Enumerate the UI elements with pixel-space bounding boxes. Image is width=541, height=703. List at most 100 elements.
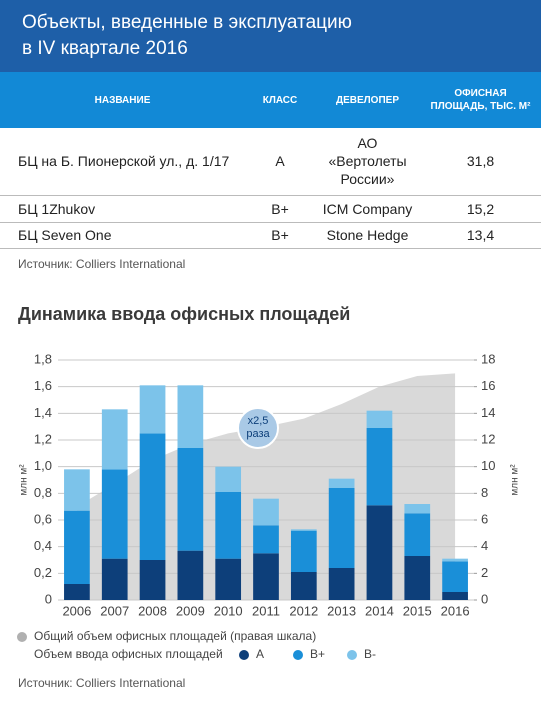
column-header: НАЗВАНИЕ <box>0 72 245 128</box>
bar-segment <box>442 592 468 600</box>
x-tick-label: 2012 <box>289 603 318 618</box>
x-tick-label: 2015 <box>403 603 432 618</box>
y-tick-label: 1,8 <box>34 351 52 366</box>
y-tick-label: 1,2 <box>34 431 52 446</box>
bar-segment <box>139 560 166 600</box>
legend-label: Общий объем офисных площадей (правая шка… <box>34 629 316 643</box>
y-tick-label: 0,4 <box>34 538 52 553</box>
bar-segment <box>328 478 355 488</box>
y-tick-label: 1,4 <box>34 405 52 420</box>
legend-title: Объем ввода офисных площадей <box>34 647 223 661</box>
y2-tick-label: 2 <box>481 565 488 580</box>
bar-segment <box>215 558 242 600</box>
bar-segment <box>442 561 468 592</box>
table-cell: B+ <box>245 222 315 249</box>
bar-segment <box>101 409 128 470</box>
table-row: БЦ Seven One B+ Stone Hedge 13,4 <box>0 222 541 249</box>
header-title: в IV квартале 2016 <box>22 38 188 59</box>
x-tick-label: 2014 <box>365 603 394 618</box>
table-row: БЦ 1Zhukov B+ ICM Company 15,2 <box>0 195 541 223</box>
bar-segment <box>366 410 393 428</box>
table-cell: B+ <box>245 195 315 223</box>
annotation: раза <box>246 428 270 440</box>
y-tick-label: 0 <box>45 591 52 606</box>
bar-segment <box>177 385 204 448</box>
bar-segment <box>177 550 204 600</box>
chart: Динамика ввода офисных площадей 0 0,2 0,4 0… <box>17 304 521 690</box>
y2-tick-label: 10 <box>481 458 495 473</box>
y2-tick-label: 4 <box>481 538 488 553</box>
table-cell: А <box>245 128 315 196</box>
y-axis-label: млн м² <box>19 464 30 496</box>
y2-tick-label: 6 <box>481 511 488 526</box>
y2-tick-label: 0 <box>481 591 488 606</box>
area <box>76 373 456 600</box>
table-cell: ICM Company <box>315 195 420 223</box>
legend-label: А <box>256 647 264 661</box>
bar-segment <box>139 433 166 560</box>
table-row: БЦ на Б. Пионерской ул., д. 1/17 А АО «Вер… <box>0 128 541 196</box>
y2-tick-label: 18 <box>481 351 495 366</box>
column-header: ОФИСНАЯ ПЛОЩАДЬ, ТЫС. М² <box>420 72 541 128</box>
bar-segment <box>101 558 128 600</box>
y2-axis-label: млн м² <box>510 464 521 496</box>
bar-segment <box>442 558 468 562</box>
legend-marker <box>293 650 303 660</box>
bar-segment <box>366 428 393 506</box>
table-cell: БЦ на Б. Пионерской ул., д. 1/17 <box>0 128 245 196</box>
chart-title: Динамика ввода офисных площадей <box>18 304 350 324</box>
bar-segment <box>253 553 279 600</box>
x-tick-label: 2011 <box>252 603 280 618</box>
source: Источник: Colliers International <box>18 676 185 690</box>
table: НАЗВАНИЕ КЛАСС ДЕВЕЛОПЕР ОФИСНАЯ ПЛОЩАДЬ, Т… <box>0 72 541 249</box>
table-cell: 13,4 <box>420 222 541 249</box>
x-tick-label: 2008 <box>138 603 167 618</box>
y2-tick-label: 12 <box>481 431 495 446</box>
legend-label: B+ <box>310 647 325 661</box>
table-cell: БЦ 1Zhukov <box>0 195 245 223</box>
bar-segment <box>64 584 90 600</box>
bar-segment <box>404 513 431 556</box>
x-tick-label: 2013 <box>327 603 356 618</box>
column-header: КЛАСС <box>245 72 315 128</box>
y2-tick-label: 16 <box>481 378 495 393</box>
bar-segment <box>64 469 90 511</box>
legend-marker <box>239 650 249 660</box>
x-tick-label: 2016 <box>441 603 470 618</box>
table-cell: АО «Вертолеты России» <box>315 128 420 196</box>
x-tick-label: 2009 <box>176 603 205 618</box>
bar-segment <box>215 492 242 559</box>
table-cell: Stone Hedge <box>315 222 420 249</box>
bar-segment <box>64 510 90 584</box>
y-tick-label: 0,2 <box>34 565 52 580</box>
y2-tick-label: 14 <box>481 405 495 420</box>
bar-segment <box>366 505 393 600</box>
bar-segment <box>404 504 431 514</box>
bar-segment <box>253 498 279 526</box>
y-tick-label: 0,6 <box>34 511 52 526</box>
bar-segment <box>215 466 242 492</box>
bar-segment <box>290 530 317 572</box>
legend-marker <box>17 632 27 642</box>
column-header: ДЕВЕЛОПЕР <box>315 72 420 128</box>
bar-segment <box>177 448 204 551</box>
bar-segment <box>101 469 128 559</box>
table-cell: 31,8 <box>420 128 541 196</box>
bar-segment <box>290 529 317 531</box>
table-cell: 15,2 <box>420 195 541 223</box>
header: Объекты, введенные в эксплуатацию в IV к… <box>0 0 541 72</box>
table-header: НАЗВАНИЕ КЛАСС ДЕВЕЛОПЕР ОФИСНАЯ ПЛОЩАДЬ, Т… <box>0 72 541 128</box>
y-tick-label: 0,8 <box>34 485 52 500</box>
annotation: x2,5 <box>248 415 269 427</box>
bar-segment <box>290 572 317 600</box>
x-tick-label: 2010 <box>214 603 243 618</box>
annotation-badge <box>237 407 279 449</box>
bar-segment <box>328 488 355 568</box>
legend-label: B- <box>364 647 376 661</box>
bar-segment <box>253 525 279 554</box>
bar-segment <box>328 568 355 600</box>
x-tick-label: 2007 <box>100 603 129 618</box>
table-cell: БЦ Seven One <box>0 222 245 249</box>
x-tick-label: 2006 <box>62 603 91 618</box>
